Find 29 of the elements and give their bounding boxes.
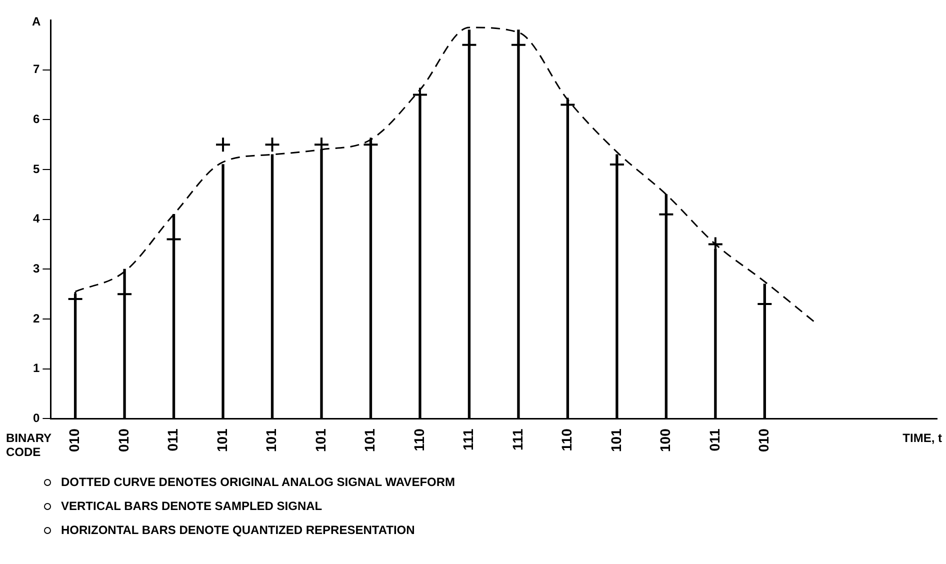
x-tick-label: 100 bbox=[657, 428, 674, 452]
y-axis-title: A bbox=[32, 14, 41, 28]
x-tick-label: 111 bbox=[460, 428, 476, 450]
x-tick-label: 011 bbox=[706, 428, 722, 452]
x-tick-label: 010 bbox=[756, 428, 772, 452]
x-tick-label: 110 bbox=[558, 428, 575, 452]
x-tick-label: 101 bbox=[608, 428, 624, 452]
x-tick-label: 101 bbox=[214, 428, 230, 452]
x-tick-label: 110 bbox=[410, 428, 427, 452]
text: HORIZONTAL BARS DENOTE QUANTIZED REPRESENTATION bbox=[61, 522, 415, 539]
y-tick-label: 5 bbox=[32, 162, 40, 176]
text: BINARY CODE bbox=[6, 430, 52, 459]
y-tick-label: 6 bbox=[32, 112, 40, 126]
y-tick-label: 4 bbox=[32, 212, 40, 226]
x-tick-label: 010 bbox=[115, 428, 132, 452]
y-tick-label: 7 bbox=[32, 62, 40, 76]
text: VERTICAL BARS DENOTE SAMPLED SIGNAL bbox=[61, 498, 322, 515]
x-tick-label: 010 bbox=[66, 428, 82, 452]
x-axis-title: TIME, t bbox=[902, 430, 942, 445]
x-tick-label: 101 bbox=[263, 428, 280, 452]
y-tick-label: 1 bbox=[32, 361, 40, 376]
text: DOTTED CURVE DENOTES ORIGINAL ANALOG SIGNAL WAVEFORM bbox=[61, 474, 456, 491]
y-tick-label: 0 bbox=[32, 410, 40, 425]
x-tick-label: 111 bbox=[509, 428, 526, 450]
x-tick-label: 011 bbox=[164, 428, 181, 452]
y-tick-label: 3 bbox=[32, 261, 40, 276]
y-tick-label: 2 bbox=[32, 311, 40, 326]
x-tick-label: 101 bbox=[362, 428, 378, 452]
x-tick-label: 101 bbox=[312, 428, 328, 452]
